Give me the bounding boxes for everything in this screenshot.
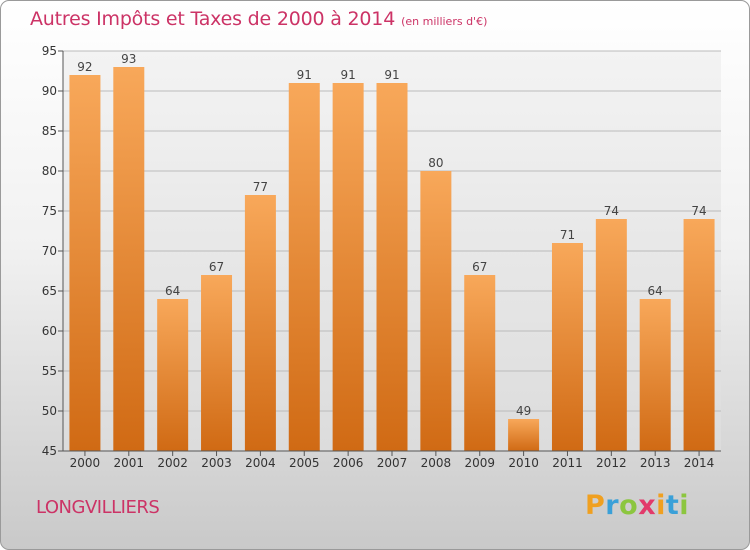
bars-layer <box>69 67 715 451</box>
data-label-2005: 91 <box>297 68 312 82</box>
bar-2013 <box>639 299 671 451</box>
bar-2007 <box>376 83 408 451</box>
data-label-2006: 91 <box>340 68 355 82</box>
y-tick-label: 85 <box>42 124 57 138</box>
labels-layer: 92 93 64 67 77 91 91 91 80 67 49 71 74 64 74 <box>77 52 706 418</box>
x-tick-label-2012: 2012 <box>596 456 627 470</box>
logo-letter: i <box>656 490 666 521</box>
chart-title-main: Autres Impôts et Taxes de 2000 à 2014 <box>30 8 396 30</box>
data-label-2003: 67 <box>209 260 224 274</box>
logo-letter: x <box>638 490 657 521</box>
logo-letter: i <box>679 490 690 521</box>
x-tick-label-2000: 2000 <box>70 456 101 470</box>
data-label-2008: 80 <box>428 156 443 170</box>
data-label-2001: 93 <box>121 52 136 66</box>
y-tick-label: 45 <box>42 444 57 458</box>
x-tick-label-2007: 2007 <box>377 456 408 470</box>
x-tick-label-2002: 2002 <box>157 456 188 470</box>
data-label-2007: 91 <box>384 68 399 82</box>
data-label-2010: 49 <box>516 404 531 418</box>
logo-letter: r <box>605 490 620 521</box>
bar-2000 <box>69 75 101 451</box>
bar-2010 <box>508 419 540 451</box>
axis-layer: 45 50 55 60 65 70 75 80 85 90 95 2000 2001 2002 2003 20… <box>42 44 721 470</box>
y-tick-label: 80 <box>42 164 57 178</box>
bar-2001 <box>113 67 145 451</box>
proxiti-logo[interactable]: Proxiti <box>585 490 689 521</box>
bar-2004 <box>244 195 276 451</box>
x-tick-label-2008: 2008 <box>421 456 452 470</box>
x-tick-label-2009: 2009 <box>464 456 495 470</box>
data-label-2011: 71 <box>560 228 575 242</box>
data-label-2012: 74 <box>604 204 619 218</box>
x-tick-label-2011: 2011 <box>552 456 583 470</box>
data-label-2014: 74 <box>691 204 706 218</box>
bar-2008 <box>420 171 452 451</box>
data-label-2013: 64 <box>648 284 663 298</box>
y-tick-label: 65 <box>42 284 57 298</box>
y-tick-label: 95 <box>42 44 57 58</box>
y-tick-label: 60 <box>42 324 57 338</box>
x-tick-label-2010: 2010 <box>508 456 539 470</box>
bar-2011 <box>551 243 583 451</box>
y-tick-label: 55 <box>42 364 57 378</box>
logo-letter: o <box>619 490 639 521</box>
bar-2002 <box>157 299 189 451</box>
chart-title: Autres Impôts et Taxes de 2000 à 2014 (en… <box>30 8 487 30</box>
commune-name: LONGVILLIERS <box>36 497 160 518</box>
x-tick-label-2013: 2013 <box>640 456 671 470</box>
bar-2012 <box>595 219 627 451</box>
y-tick-label: 90 <box>42 84 57 98</box>
bar-2003 <box>201 275 233 451</box>
logo-letter: P <box>585 490 606 521</box>
y-tick-label: 75 <box>42 204 57 218</box>
x-tick-label-2005: 2005 <box>289 456 320 470</box>
bar-2009 <box>464 275 496 451</box>
y-tick-label: 50 <box>42 404 57 418</box>
data-label-2000: 92 <box>77 60 92 74</box>
bar-2006 <box>332 83 364 451</box>
data-label-2004: 77 <box>253 180 268 194</box>
logo-letter: t <box>665 490 680 521</box>
bar-2014 <box>683 219 715 451</box>
data-label-2009: 67 <box>472 260 487 274</box>
data-label-2002: 64 <box>165 284 180 298</box>
x-tick-label-2004: 2004 <box>245 456 276 470</box>
x-tick-label-2006: 2006 <box>333 456 364 470</box>
x-tick-label-2003: 2003 <box>201 456 232 470</box>
x-tick-label-2014: 2014 <box>684 456 715 470</box>
bar-2005 <box>288 83 320 451</box>
chart-unit-note: (en milliers d'€) <box>401 15 488 28</box>
x-tick-label-2001: 2001 <box>114 456 145 470</box>
y-tick-label: 70 <box>42 244 57 258</box>
